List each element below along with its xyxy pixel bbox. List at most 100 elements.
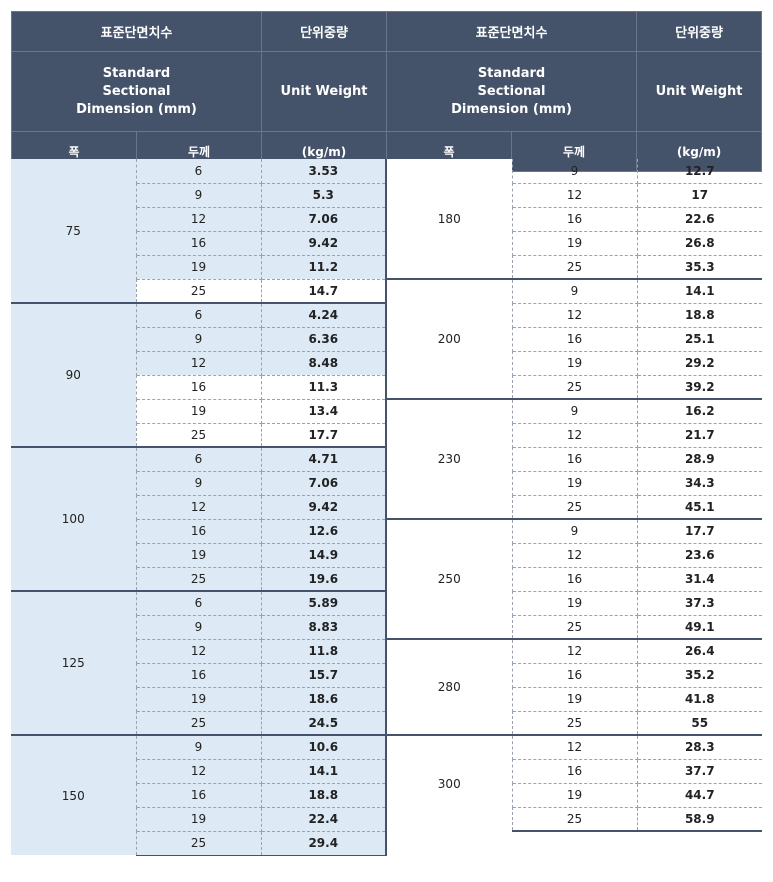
header-dimension-kor: 표준단면치수 xyxy=(10,11,263,52)
thickness-cell: 6 xyxy=(136,159,262,184)
thickness-cell: 25 xyxy=(512,375,638,400)
weight-cell: 13.4 xyxy=(261,399,387,424)
table-row: 12 23.6 xyxy=(387,543,762,568)
thickness-cell: 16 xyxy=(512,759,638,784)
thickness-cell: 19 xyxy=(512,783,638,808)
weight-cell: 9.42 xyxy=(261,231,387,256)
thickness-cell: 19 xyxy=(512,591,638,616)
thickness-cell: 19 xyxy=(136,543,262,568)
table-row: 16 37.7 xyxy=(387,759,762,784)
weight-cell: 35.3 xyxy=(637,255,762,280)
table-row: 19 22.4 xyxy=(11,807,387,832)
thickness-cell: 16 xyxy=(136,375,262,400)
thickness-cell: 16 xyxy=(136,783,262,808)
thickness-cell: 9 xyxy=(136,615,262,640)
weight-cell: 34.3 xyxy=(637,471,762,496)
thickness-cell: 25 xyxy=(512,711,638,736)
weight-cell: 18.6 xyxy=(261,687,387,712)
table-row: 16 9.42 xyxy=(11,231,387,256)
width-cell: 90 xyxy=(11,302,137,447)
width-cell: 250 xyxy=(387,518,513,639)
weight-cell: 26.4 xyxy=(637,638,762,664)
table-row: 25 35.3 xyxy=(387,255,762,280)
thickness-cell: 9 xyxy=(136,471,262,496)
weight-cell: 45.1 xyxy=(637,495,762,520)
weight-cell: 28.9 xyxy=(637,447,762,472)
table-row: 25 29.4 xyxy=(11,831,387,856)
weight-cell: 10.6 xyxy=(261,734,387,760)
table-row: 250 9 17.7 xyxy=(387,518,762,639)
table-row: 25 45.1 xyxy=(387,495,762,520)
thickness-cell: 12 xyxy=(136,495,262,520)
width-cell: 75 xyxy=(11,159,137,303)
table-row: 25 24.5 xyxy=(11,711,387,736)
weight-table: 표준단면치수 단위중량 표준단면치수 단위중량 Standard Section… xyxy=(10,11,763,172)
weight-cell: 17 xyxy=(637,183,762,208)
thickness-cell: 25 xyxy=(512,615,638,640)
header-dimension-eng: Standard Sectional Dimension (mm) xyxy=(10,51,263,132)
table-row: 25 55 xyxy=(387,711,762,736)
thickness-cell: 25 xyxy=(512,495,638,520)
weight-cell: 41.8 xyxy=(637,687,762,712)
weight-cell: 3.53 xyxy=(261,159,387,184)
weight-cell: 17.7 xyxy=(637,518,762,544)
thickness-cell: 25 xyxy=(136,831,262,856)
table-row: 12 18.8 xyxy=(387,303,762,328)
thickness-cell: 19 xyxy=(136,399,262,424)
table-row: 19 14.9 xyxy=(11,543,387,568)
weight-cell: 14.9 xyxy=(261,543,387,568)
table-row: 230 9 16.2 xyxy=(387,398,762,519)
weight-cell: 49.1 xyxy=(637,615,762,640)
table-row: 75 6 3.53 xyxy=(11,159,387,303)
table-row: 19 11.2 xyxy=(11,255,387,280)
table-row: 300 12 28.3 xyxy=(387,734,762,831)
header-weight-eng: Unit Weight xyxy=(636,51,763,132)
weight-cell: 37.7 xyxy=(637,759,762,784)
thickness-cell: 12 xyxy=(136,207,262,232)
thickness-cell: 9 xyxy=(512,278,638,304)
weight-cell: 35.2 xyxy=(637,663,762,688)
table-row: 12 17 xyxy=(387,183,762,208)
thickness-cell: 12 xyxy=(512,734,638,760)
weight-cell: 18.8 xyxy=(637,303,762,328)
thickness-cell: 25 xyxy=(136,279,262,304)
width-cell: 280 xyxy=(387,638,513,735)
weight-cell: 5.89 xyxy=(261,590,387,616)
thickness-cell: 12 xyxy=(136,639,262,664)
header-weight-eng: Unit Weight xyxy=(261,51,388,132)
weight-cell: 31.4 xyxy=(637,567,762,592)
thickness-cell: 9 xyxy=(136,734,262,760)
weight-cell: 16.2 xyxy=(637,398,762,424)
table-row: 150 9 10.6 xyxy=(11,734,387,855)
table-row: 9 7.06 xyxy=(11,471,387,496)
table-row: 19 37.3 xyxy=(387,591,762,616)
weight-cell: 17.7 xyxy=(261,423,387,448)
width-cell: 180 xyxy=(387,159,513,279)
thickness-cell: 9 xyxy=(136,327,262,352)
thickness-cell: 12 xyxy=(136,759,262,784)
header-dimension-eng: Standard Sectional Dimension (mm) xyxy=(386,51,638,132)
table-row: 280 12 26.4 xyxy=(387,638,762,735)
weight-cell: 26.8 xyxy=(637,231,762,256)
table-row: 12 21.7 xyxy=(387,423,762,448)
header-dimension-eng-text: Standard Sectional Dimension (mm) xyxy=(76,65,197,117)
thickness-cell: 19 xyxy=(512,351,638,376)
table-row: 16 28.9 xyxy=(387,447,762,472)
weight-cell: 44.7 xyxy=(637,783,762,808)
weight-cell: 11.2 xyxy=(261,255,387,280)
thickness-cell: 9 xyxy=(512,518,638,544)
table-row: 16 35.2 xyxy=(387,663,762,688)
weight-cell: 14.1 xyxy=(261,759,387,784)
weight-cell: 28.3 xyxy=(637,734,762,760)
thickness-cell: 16 xyxy=(136,663,262,688)
table-row: 12 7.06 xyxy=(11,207,387,232)
header-weight-kor: 단위중량 xyxy=(261,11,388,52)
thickness-cell: 25 xyxy=(512,255,638,280)
weight-cell: 21.7 xyxy=(637,423,762,448)
table-row: 9 5.3 xyxy=(11,183,387,208)
thickness-cell: 16 xyxy=(512,447,638,472)
table-row: 19 13.4 xyxy=(11,399,387,424)
thickness-cell: 9 xyxy=(512,159,638,184)
thickness-cell: 16 xyxy=(512,567,638,592)
thickness-cell: 12 xyxy=(136,351,262,376)
